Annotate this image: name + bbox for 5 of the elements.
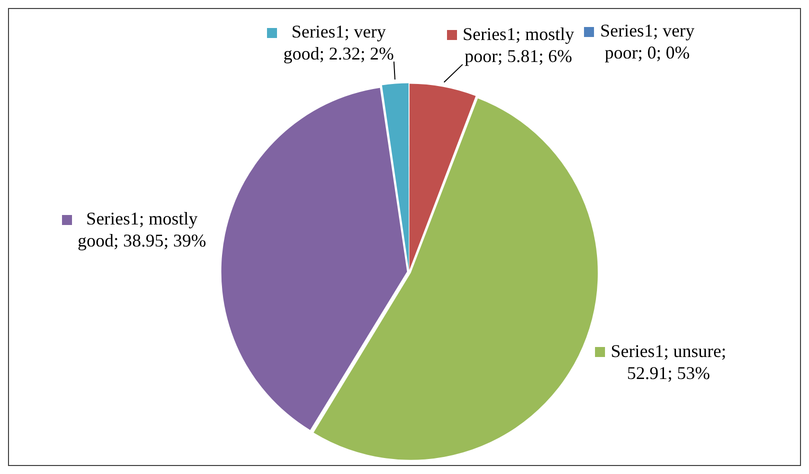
data-label: Series1; very good; 2.32; 2% xyxy=(283,21,394,64)
data-label: Series1; unsure; 52.91; 53% xyxy=(610,341,726,384)
text: Series1; very poor; 0; 0% xyxy=(600,20,695,63)
data-label: Series1; mostly poor; 5.81; 6% xyxy=(462,24,574,66)
data-label: Series1; mostly good; 38.95; 39% xyxy=(78,208,206,250)
